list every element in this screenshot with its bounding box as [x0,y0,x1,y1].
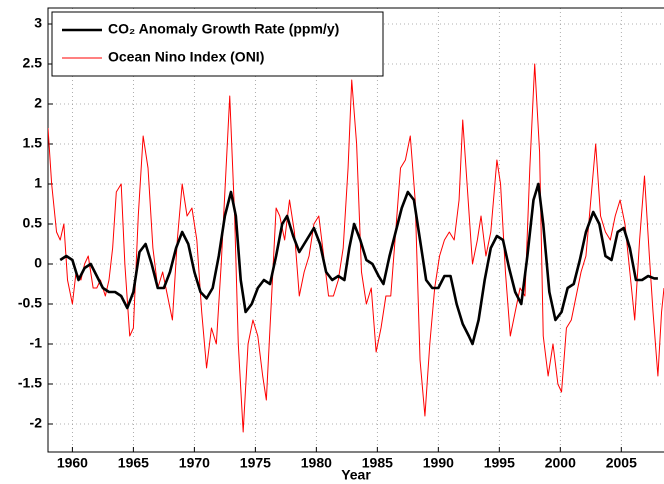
y-tick-label: 1.5 [23,135,43,151]
x-tick-label: 1985 [362,455,393,471]
legend-box [51,11,384,77]
series-line [48,63,664,433]
x-tick-label: 2005 [606,455,637,471]
y-tick-label: 3 [34,15,42,31]
y-tick-label: -1 [30,335,43,351]
x-tick-label: 1980 [301,455,332,471]
legend-label: Ocean Nino Index (ONI) [108,49,264,65]
x-tick-label: 2000 [545,455,576,471]
y-tick-label: 2.5 [23,55,43,71]
x-tick-label: 1990 [423,455,454,471]
legend-label: CO₂ Anomaly Growth Rate (ppm/y) [108,21,339,37]
series-line [59,182,658,346]
x-tick-label: 1960 [57,455,88,471]
x-tick-label: 1975 [240,455,271,471]
plot-area: -2 -1.5 -1 -0.5 0 0.5 1 1.5 2 2.5 3 1960 1965 1970 197… [18,7,664,471]
y-tick-label: -1.5 [18,375,42,391]
y-tick-label: 1 [34,175,42,191]
x-tick-label: 1970 [179,455,210,471]
y-tick-label: 2 [34,95,42,111]
x-axis-label: Year [341,467,371,483]
y-tick-label: -0.5 [18,295,42,311]
y-tick-label: -2 [30,415,43,431]
x-tick-label: 1995 [484,455,515,471]
y-tick-label: 0.5 [23,215,43,231]
x-tick-label: 1965 [118,455,149,471]
axis-frame [47,7,664,453]
y-tick-label: 0 [34,255,42,271]
